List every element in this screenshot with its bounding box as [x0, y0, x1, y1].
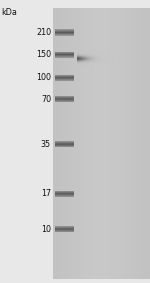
Text: 210: 210 [36, 28, 51, 37]
Bar [53, 8, 150, 279]
Text: 17: 17 [41, 189, 51, 198]
Text: 150: 150 [36, 50, 51, 59]
Text: 35: 35 [41, 140, 51, 149]
Text: 100: 100 [36, 73, 51, 82]
Text: 10: 10 [41, 225, 51, 234]
Text: 70: 70 [41, 95, 51, 104]
Text: kDa: kDa [2, 8, 17, 17]
